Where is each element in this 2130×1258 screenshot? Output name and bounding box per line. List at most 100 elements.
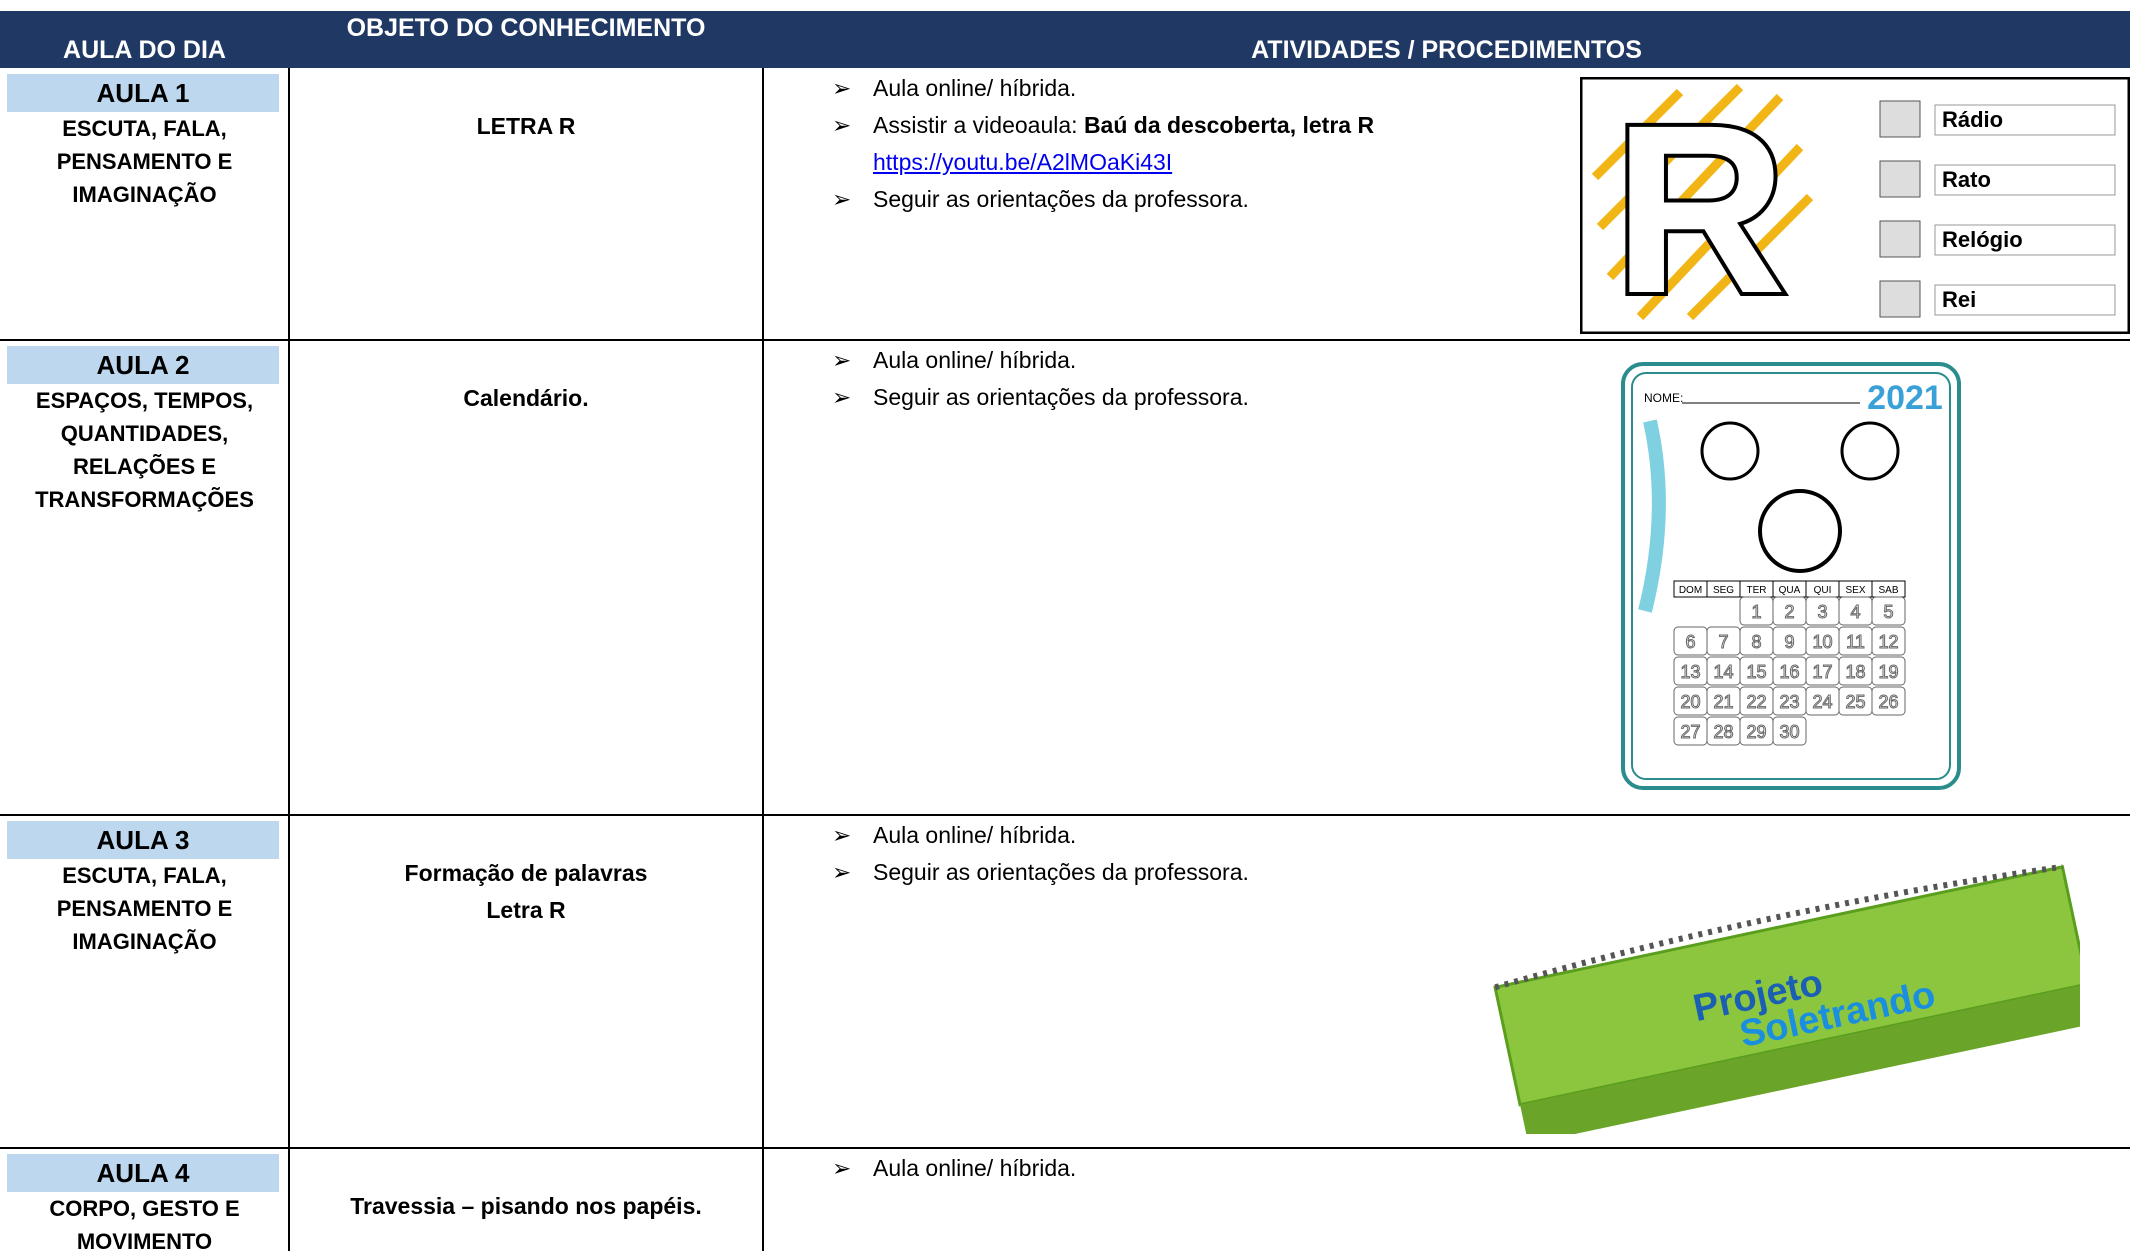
date: 10 <box>1812 632 1832 652</box>
date: 3 <box>1817 602 1827 622</box>
date: 1 <box>1751 602 1761 622</box>
aula-label: AULA 1 <box>7 74 279 112</box>
area-line: IMAGINAÇÃO <box>72 929 217 954</box>
weekday: SEX <box>1845 585 1865 596</box>
row-border <box>0 1147 2130 1149</box>
row-border <box>0 814 2130 816</box>
objeto-line: Calendário. <box>463 385 589 411</box>
weekday: SAB <box>1878 585 1898 596</box>
date: 26 <box>1878 692 1898 712</box>
activity-text: Aula online/ híbrida. <box>873 822 1077 848</box>
bullet: ➢ <box>832 1155 852 1181</box>
header-cell: AULA DO DIA <box>63 36 226 64</box>
column-border <box>762 68 764 1251</box>
date: 14 <box>1713 662 1733 682</box>
area: ESCUTA, FALA, PENSAMENTO E IMAGINAÇÃO <box>0 112 289 211</box>
activity: Seguir as orientações da professora. <box>873 379 1249 416</box>
activity-text: Aula online/ híbrida. <box>873 347 1077 373</box>
activity: Aula online/ híbrida. <box>873 1150 1076 1187</box>
objeto: LETRA R <box>289 108 763 145</box>
activity-bold: Baú da descoberta, letra R <box>1083 112 1375 138</box>
date: 20 <box>1680 692 1700 712</box>
word: Rato <box>1942 167 1991 192</box>
activity-text: Seguir as orientações da professora. <box>873 859 1249 885</box>
activity-text: Aula online/ híbrida. <box>873 75 1077 101</box>
date: 8 <box>1751 632 1761 652</box>
area-line: ESCUTA, FALA, <box>62 116 227 141</box>
date: 22 <box>1746 692 1766 712</box>
row-border <box>0 339 2130 341</box>
activity: Aula online/ híbrida. <box>873 342 1076 379</box>
area-line: MOVIMENTO <box>76 1229 213 1254</box>
header-cell: OBJETO DO CONHECIMENTO <box>346 14 706 42</box>
word: Relógio <box>1942 227 2023 252</box>
word-icon <box>1879 100 1921 138</box>
objeto-line: LETRA R <box>476 113 576 139</box>
bullet: ➢ <box>832 347 852 373</box>
header-bar <box>0 11 2130 68</box>
date: 11 <box>1846 632 1865 652</box>
letter-card: R Rádio Rato Relógio Rei <box>1580 77 2130 334</box>
word: Rádio <box>1942 107 2003 132</box>
date: 16 <box>1779 662 1799 682</box>
word-box <box>1934 104 2116 136</box>
objeto: Calendário. <box>289 380 763 417</box>
area-line: PENSAMENTO E <box>56 896 233 921</box>
weekday: TER <box>1747 585 1767 596</box>
date: 13 <box>1680 662 1700 682</box>
column-border <box>288 68 290 1251</box>
area-line: RELAÇÕES E <box>72 454 217 479</box>
date: 17 <box>1812 662 1832 682</box>
weekday: SEG <box>1713 585 1734 596</box>
date: 28 <box>1713 722 1733 742</box>
date: 12 <box>1878 632 1898 652</box>
objeto: Travessia – pisando nos papéis. <box>289 1188 763 1225</box>
date: 9 <box>1784 632 1794 652</box>
date-cell <box>1871 656 1906 686</box>
activity: Seguir as orientações da professora. <box>873 181 1249 218</box>
name-label: NOME: <box>1644 391 1683 405</box>
bullet: ➢ <box>832 384 852 410</box>
bullet: ➢ <box>832 75 852 101</box>
date: 2 <box>1784 602 1794 622</box>
date: 23 <box>1779 692 1799 712</box>
area: ESPAÇOS, TEMPOS, QUANTIDADES, RELAÇÕES E TR… <box>0 384 289 516</box>
objeto-line: Formação de palavras <box>404 860 648 886</box>
word-icon <box>1879 280 1921 318</box>
date-cell <box>1871 686 1906 716</box>
activity-text: Assistir a videoaula: <box>873 112 1084 138</box>
activity: Seguir as orientações da professora. <box>873 854 1249 891</box>
date: 6 <box>1685 632 1695 652</box>
activity: Aula online/ híbrida. <box>873 70 1076 107</box>
word-icon <box>1879 220 1921 258</box>
letter: R <box>1613 77 1786 334</box>
date-cell <box>1772 716 1807 746</box>
date: 5 <box>1883 602 1893 622</box>
date-cell <box>1871 596 1906 626</box>
area-line: QUANTIDADES, <box>60 421 229 446</box>
aula-label: AULA 2 <box>7 346 279 384</box>
area-line: CORPO, GESTO E <box>49 1196 240 1221</box>
activity: Assistir a videoaula: Baú da descoberta,… <box>873 107 1374 144</box>
year: 2021 <box>1867 379 1943 417</box>
activity-text: Aula online/ híbrida. <box>873 1155 1077 1181</box>
date: 25 <box>1845 692 1865 712</box>
date: 29 <box>1746 722 1766 742</box>
word-icon <box>1879 160 1921 198</box>
date: 27 <box>1680 722 1700 742</box>
aula-label: AULA 3 <box>7 821 279 859</box>
header-cell: ATIVIDADES / PROCEDIMENTOS <box>1251 36 1642 64</box>
date: 18 <box>1845 662 1865 682</box>
objeto-line: Travessia – pisando nos papéis. <box>350 1193 702 1219</box>
bullet: ➢ <box>832 186 852 212</box>
date: 30 <box>1779 722 1799 742</box>
bullet: ➢ <box>832 822 852 848</box>
area-line: ESCUTA, FALA, <box>62 863 227 888</box>
bullet: ➢ <box>832 112 852 138</box>
area-line: PENSAMENTO E <box>56 149 233 174</box>
area-line: IMAGINAÇÃO <box>72 182 217 207</box>
area: ESCUTA, FALA, PENSAMENTO E IMAGINAÇÃO <box>0 859 289 958</box>
link[interactable]: https://youtu.be/A2lMOaKi43I <box>873 149 1173 175</box>
area-line: ESPAÇOS, TEMPOS, <box>35 388 254 413</box>
